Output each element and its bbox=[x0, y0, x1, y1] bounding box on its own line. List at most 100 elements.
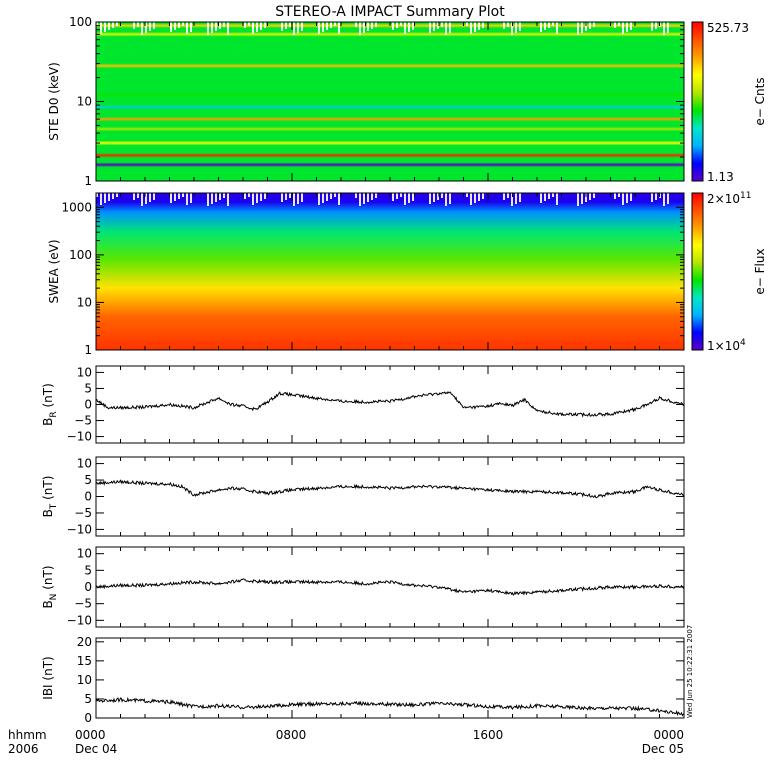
data-gap bbox=[404, 193, 406, 205]
colorbar-min-label: 1.13 bbox=[707, 170, 734, 184]
data-gap bbox=[515, 193, 517, 204]
data-gap bbox=[149, 193, 151, 202]
data-gap bbox=[219, 22, 221, 29]
data-gap bbox=[301, 193, 303, 202]
data-gap bbox=[112, 193, 114, 199]
data-gap bbox=[585, 193, 587, 202]
y-axis-label-br: BR (nT) bbox=[41, 383, 59, 426]
data-gap bbox=[408, 193, 410, 203]
y-tick-label: 1 bbox=[84, 174, 92, 188]
panel-frame-bn bbox=[95, 546, 685, 628]
y-tick-label: 5 bbox=[84, 692, 92, 706]
data-gap bbox=[651, 193, 653, 202]
data-gap bbox=[244, 193, 246, 199]
data-gap bbox=[182, 22, 184, 26]
y-tick-label: −10 bbox=[67, 430, 92, 444]
data-gap bbox=[149, 22, 151, 31]
data-gap bbox=[581, 193, 583, 204]
data-gap bbox=[552, 22, 554, 26]
data-gap bbox=[297, 193, 299, 204]
y-tick-label: 1000 bbox=[61, 200, 92, 214]
data-gap bbox=[96, 22, 98, 26]
y-tick-label: 0 bbox=[84, 580, 92, 594]
colorbar-min-label: 1×104 bbox=[707, 338, 746, 353]
y-tick-label: 5 bbox=[84, 563, 92, 577]
data-gap bbox=[297, 22, 299, 33]
y-axis-label-swea: SWEA (eV) bbox=[47, 239, 61, 303]
data-gap bbox=[215, 193, 217, 202]
data-gap bbox=[445, 22, 447, 35]
data-gap bbox=[326, 22, 328, 30]
data-gap bbox=[153, 193, 155, 200]
data-gap bbox=[178, 22, 180, 28]
data-gap bbox=[334, 193, 336, 197]
data-gap bbox=[330, 22, 332, 28]
data-gap bbox=[100, 22, 102, 34]
y-axis-label-bmag: IBI (nT) bbox=[41, 656, 55, 699]
data-gap bbox=[667, 193, 669, 204]
colorbar-max-label: 2×1011 bbox=[707, 191, 751, 206]
data-gap bbox=[100, 193, 102, 205]
x-tick-label: 1600 bbox=[473, 728, 504, 742]
data-gap bbox=[375, 193, 377, 198]
data-gap bbox=[252, 193, 254, 205]
colorbar-label-swea: e− Flux bbox=[753, 248, 767, 294]
series-line-bmag bbox=[95, 696, 684, 717]
y-tick-label: 10 bbox=[77, 547, 92, 561]
data-gap bbox=[511, 193, 513, 206]
data-gap bbox=[211, 22, 213, 33]
data-gap bbox=[133, 22, 135, 29]
y-tick-label: −10 bbox=[67, 613, 92, 627]
data-gap bbox=[507, 22, 509, 27]
data-gap bbox=[260, 193, 262, 201]
data-gap bbox=[548, 193, 550, 199]
data-gap bbox=[322, 22, 324, 32]
data-gap bbox=[519, 193, 521, 202]
data-gap bbox=[371, 22, 373, 29]
series-line-bn bbox=[95, 578, 685, 596]
data-gap bbox=[433, 22, 435, 31]
y-axis-label-bn: BN (nT) bbox=[41, 565, 59, 608]
x-tick-label: 0800 bbox=[276, 728, 307, 742]
data-gap bbox=[449, 193, 451, 204]
y-tick-label: 100 bbox=[69, 248, 92, 262]
data-gap bbox=[441, 22, 443, 27]
y-tick-label: −10 bbox=[67, 522, 92, 536]
data-gap bbox=[223, 22, 225, 27]
y-tick-label: 100 bbox=[69, 15, 92, 29]
data-gap bbox=[227, 193, 229, 206]
data-gap bbox=[281, 22, 283, 31]
data-gap bbox=[264, 193, 266, 199]
data-gap bbox=[651, 22, 653, 31]
data-gap bbox=[322, 193, 324, 203]
data-gap bbox=[511, 22, 513, 35]
data-gap bbox=[474, 193, 476, 203]
timestamp: Wed Jun 25 10:22:31 2007 bbox=[686, 625, 694, 718]
data-gap bbox=[540, 193, 542, 203]
data-gap bbox=[667, 22, 669, 33]
data-gap bbox=[285, 193, 287, 200]
data-gap bbox=[145, 22, 147, 33]
series-line-bt bbox=[95, 479, 685, 499]
data-gap bbox=[137, 22, 139, 27]
data-gap bbox=[318, 193, 320, 205]
data-gap bbox=[626, 22, 628, 32]
start-date-label: Dec 04 bbox=[75, 742, 117, 756]
data-gap bbox=[482, 193, 484, 199]
data-gap bbox=[248, 193, 250, 197]
data-gap bbox=[503, 193, 505, 200]
y-tick-label: 1 bbox=[84, 343, 92, 357]
panel-frame-bmag bbox=[95, 637, 685, 719]
colorbar-swea bbox=[691, 192, 704, 351]
end-date-label: Dec 05 bbox=[642, 742, 684, 756]
data-gap bbox=[392, 193, 394, 201]
data-gap bbox=[96, 193, 98, 197]
y-tick-label: 5 bbox=[84, 381, 92, 395]
data-gap bbox=[437, 193, 439, 200]
y-tick-label: 10 bbox=[77, 95, 92, 109]
data-gap bbox=[441, 193, 443, 198]
data-gap bbox=[622, 193, 624, 205]
data-gap bbox=[186, 193, 188, 205]
data-gap bbox=[104, 22, 106, 32]
